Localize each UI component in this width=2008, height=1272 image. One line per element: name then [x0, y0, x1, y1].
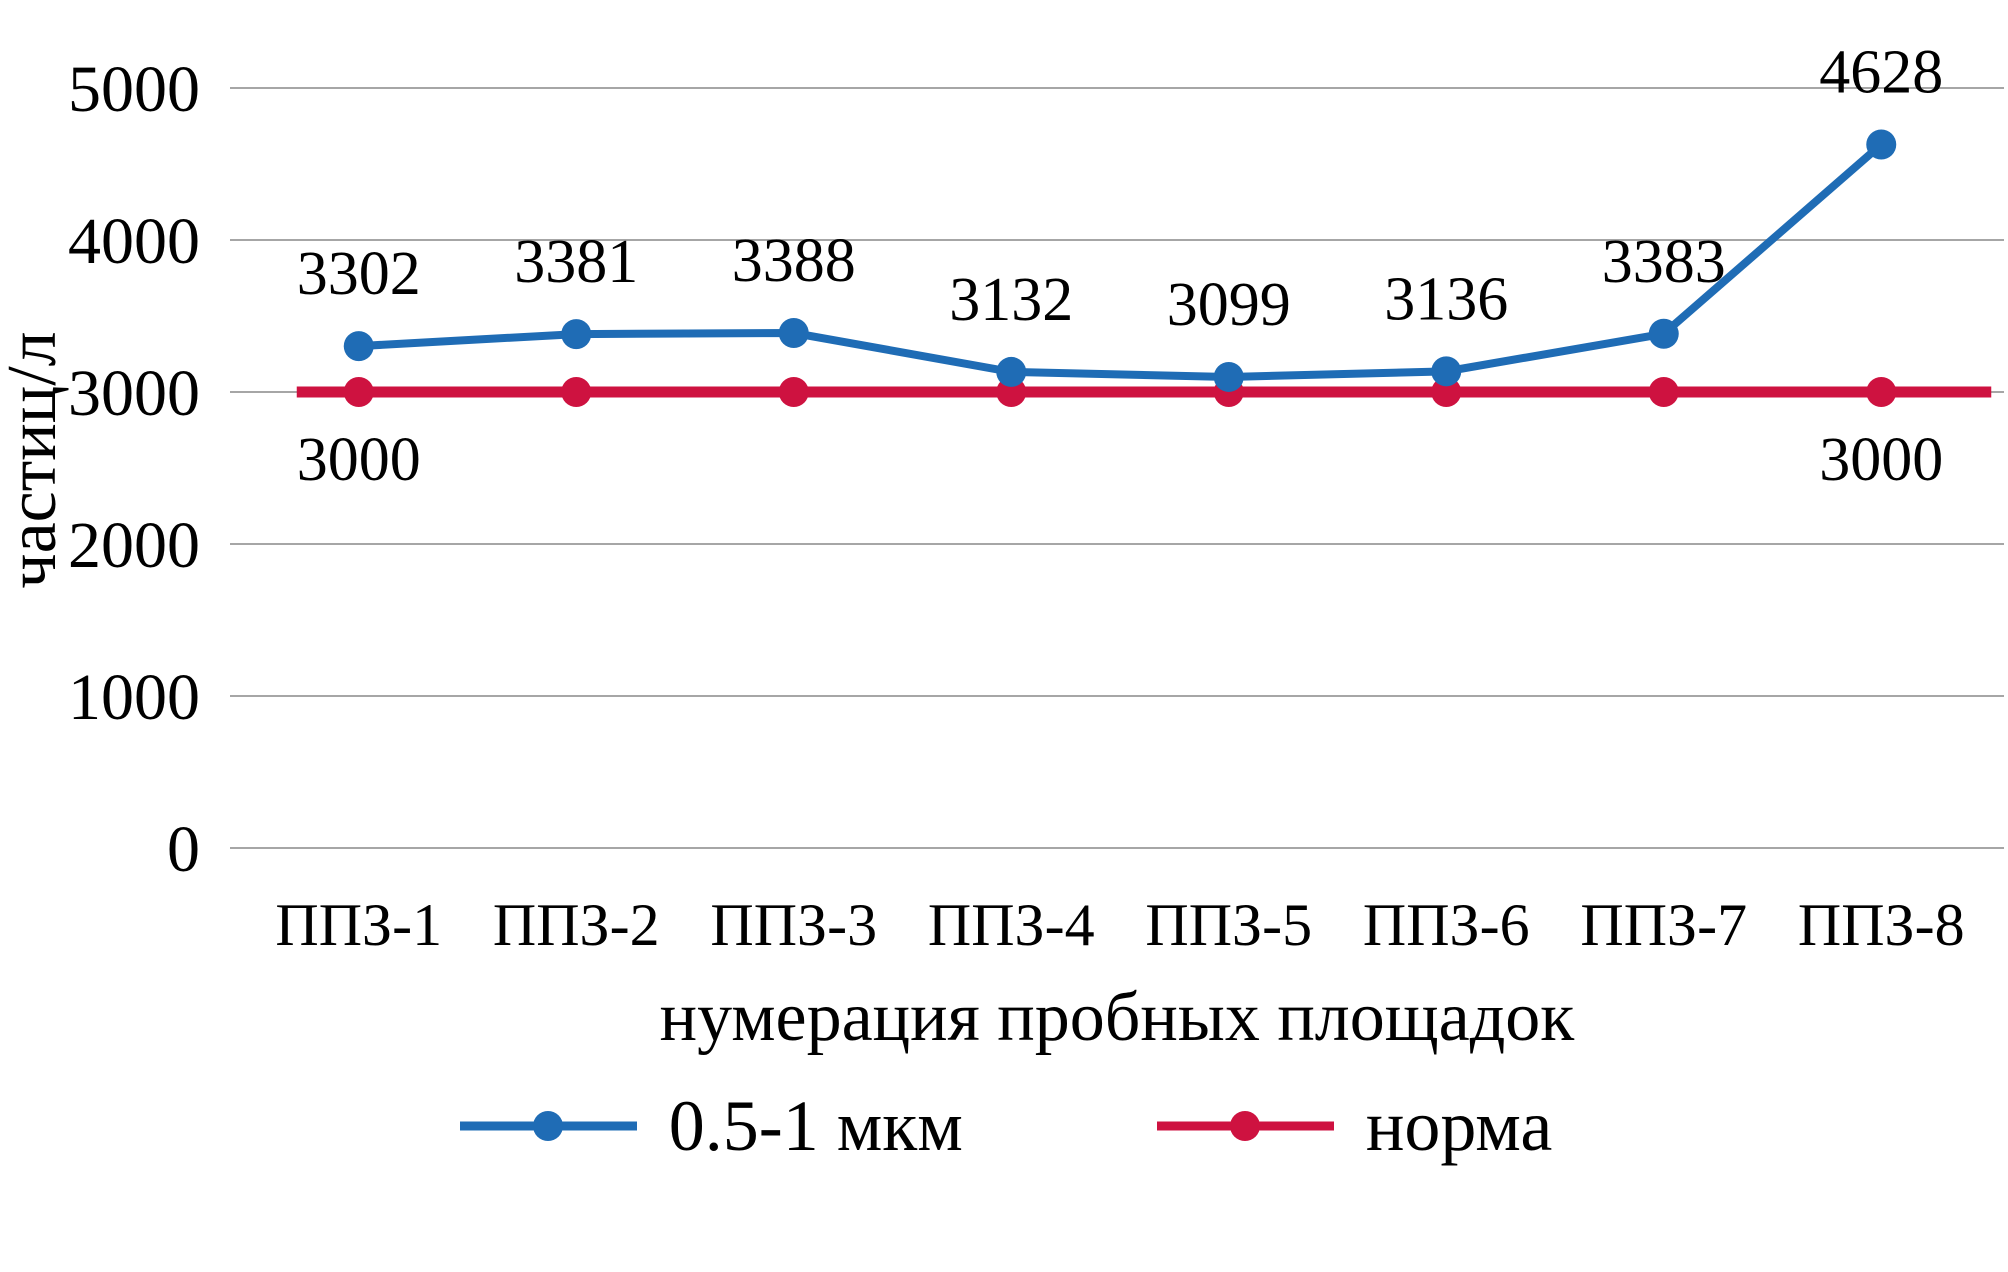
data-label-series-0: 3383 [1602, 228, 1726, 296]
x-tick-label: ППЗ-2 [493, 892, 660, 958]
series-line-0 [358, 141, 1884, 381]
data-point-series-0 [1648, 318, 1679, 349]
data-point-series-0 [1213, 361, 1244, 392]
x-tick-label: ППЗ-7 [1580, 892, 1747, 958]
data-point-series-0 [778, 318, 809, 349]
legend-item-series-0: 0.5-1 мкм [456, 1090, 963, 1162]
data-point-series-1 [1431, 377, 1462, 407]
y-axis-title: частиц/л [0, 331, 71, 588]
x-tick-label: ППЗ-5 [1145, 892, 1312, 958]
data-point-series-1 [778, 377, 809, 407]
legend-label-series-0: 0.5-1 мкм [668, 1086, 963, 1166]
data-point-series-0 [561, 319, 592, 350]
x-tick-label: ППЗ-6 [1363, 892, 1530, 958]
y-tick-label: 2000 [68, 509, 200, 582]
legend-item-series-1: норма [1153, 1090, 1552, 1162]
legend-swatch-blue-line-icon [459, 1111, 637, 1141]
data-label-series-0: 3132 [949, 266, 1073, 334]
data-label-series-0: 3099 [1167, 271, 1291, 339]
y-tick-label: 1000 [68, 661, 200, 734]
data-label-series-0: 3136 [1384, 265, 1508, 333]
data-point-series-1 [1866, 377, 1897, 407]
x-tick-label: ППЗ-8 [1798, 892, 1965, 958]
data-label-series-1: 3000 [1819, 426, 1943, 494]
data-label-series-0: 3388 [732, 227, 856, 295]
y-tick-label: 5000 [68, 53, 200, 126]
y-tick-label: 3000 [68, 357, 200, 430]
data-point-series-1 [343, 377, 374, 407]
x-tick-label: ППЗ-1 [275, 892, 442, 958]
y-tick-label: 4000 [68, 205, 200, 278]
data-point-series-0 [1431, 356, 1462, 387]
data-label-series-0: 3302 [297, 240, 421, 308]
x-axis-title: нумерация пробных площадок [660, 979, 1576, 1056]
chart-legend: 0.5-1 мкм норма [0, 1090, 2008, 1162]
y-tick-label: 0 [167, 813, 200, 886]
legend-swatch-red-line-icon [1156, 1111, 1334, 1141]
x-tick-label: ППЗ-4 [928, 892, 1095, 958]
data-point-series-0 [996, 356, 1027, 387]
data-point-series-0 [343, 331, 374, 362]
data-label-series-1: 3000 [297, 426, 421, 494]
data-point-series-1 [1648, 377, 1679, 407]
legend-label-series-1: норма [1365, 1086, 1553, 1166]
data-label-series-0: 3381 [514, 228, 638, 296]
data-point-series-0 [1866, 129, 1897, 160]
x-tick-label: ППЗ-3 [710, 892, 877, 958]
chart-canvas: 0 1000 2000 3000 4000 5000 ППЗ-1 ППЗ-2 ППЗ-3 ППЗ-… [0, 39, 2004, 1056]
data-label-series-0: 4628 [1819, 39, 1943, 107]
data-point-series-1 [561, 377, 592, 407]
